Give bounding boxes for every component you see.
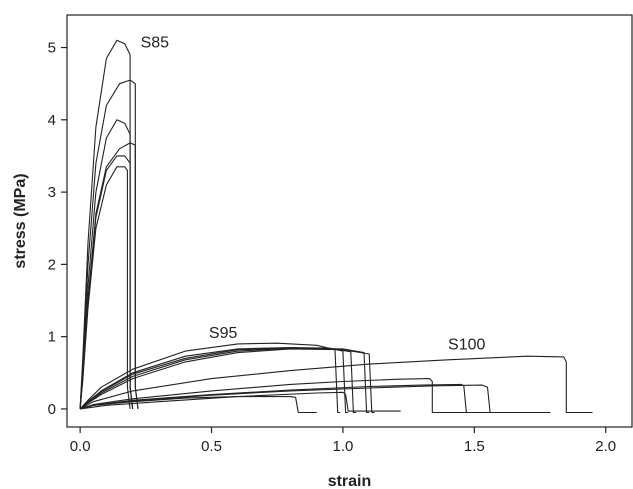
x-tick-label: 1.0 <box>333 438 354 455</box>
y-tick-label: 1 <box>48 329 56 346</box>
curve-s85 <box>79 166 131 409</box>
tick-layer: 0.0 0.5 1.0 1.5 2.0 0 1 2 3 4 5 <box>48 40 616 455</box>
x-tick-label: 0.5 <box>201 438 222 455</box>
y-axis-label: stress (MPa) <box>12 173 29 268</box>
y-tick-label: 2 <box>48 256 56 273</box>
curve-s95 <box>79 348 375 414</box>
curve-layer <box>79 39 593 414</box>
plot-frame <box>66 14 633 428</box>
curve-s95 <box>79 342 341 414</box>
plot-border <box>66 14 633 428</box>
annotation-layer: S85 S95 S100 <box>141 35 486 354</box>
x-tick-label: 1.5 <box>464 438 485 455</box>
y-tick-label: 5 <box>48 40 56 57</box>
curve-s95 <box>79 347 370 414</box>
y-tick-label: 4 <box>48 112 56 129</box>
x-tick-label: 0.0 <box>70 438 91 455</box>
series-annotation: S95 <box>209 325 238 342</box>
y-tick-label: 0 <box>48 401 56 418</box>
curve-s85 <box>79 39 134 409</box>
curve-s95 <box>79 347 357 414</box>
x-tick-label: 2.0 <box>595 438 616 455</box>
curve-s85 <box>79 79 139 409</box>
x-axis-label: strain <box>328 473 372 489</box>
curve-s100 <box>79 378 551 414</box>
curve-s100 <box>79 355 593 414</box>
curve-s100 <box>80 391 401 412</box>
y-tick-label: 3 <box>48 184 56 201</box>
series-annotation: S100 <box>448 337 485 354</box>
series-annotation: S85 <box>141 35 170 52</box>
